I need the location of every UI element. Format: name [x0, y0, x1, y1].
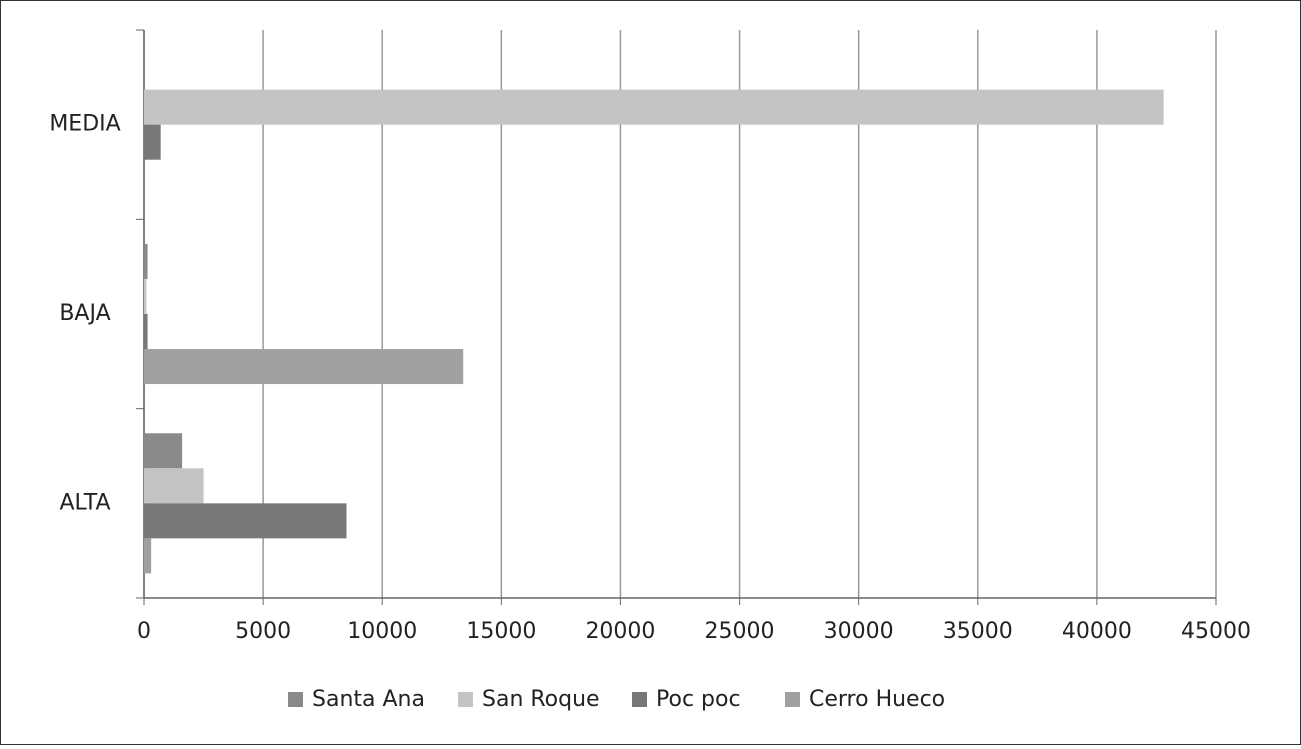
x-tick-label: 10000 [347, 619, 417, 644]
legend-label: Poc poc [656, 687, 741, 712]
x-tick-label: 30000 [824, 619, 894, 644]
y-tick-label: BAJA [59, 301, 110, 326]
x-tick-label: 5000 [235, 619, 291, 644]
x-tick-label: 25000 [705, 619, 775, 644]
x-tick-label: 40000 [1062, 619, 1132, 644]
bar [144, 124, 161, 160]
x-tick-label: 35000 [943, 619, 1013, 644]
bar [144, 349, 464, 385]
bar [144, 433, 183, 469]
y-tick-label: MEDIA [49, 112, 120, 137]
y-tick-label: ALTA [59, 490, 110, 515]
legend-label: Cerro Hueco [809, 687, 945, 712]
legend-label: Santa Ana [312, 687, 425, 712]
legend-swatch [785, 692, 800, 707]
bar [144, 278, 147, 314]
legend-swatch [288, 692, 303, 707]
bar [144, 468, 204, 504]
legend-label: San Roque [482, 687, 600, 712]
bar [144, 538, 152, 574]
bar [144, 243, 148, 279]
bar [144, 89, 1164, 125]
bar [144, 503, 347, 539]
x-tick-label: 15000 [466, 619, 536, 644]
legend-swatch [632, 692, 647, 707]
x-tick-label: 0 [137, 619, 151, 644]
legend-swatch [458, 692, 473, 707]
bar [144, 314, 148, 350]
x-tick-label: 45000 [1181, 619, 1251, 644]
x-tick-label: 20000 [585, 619, 655, 644]
